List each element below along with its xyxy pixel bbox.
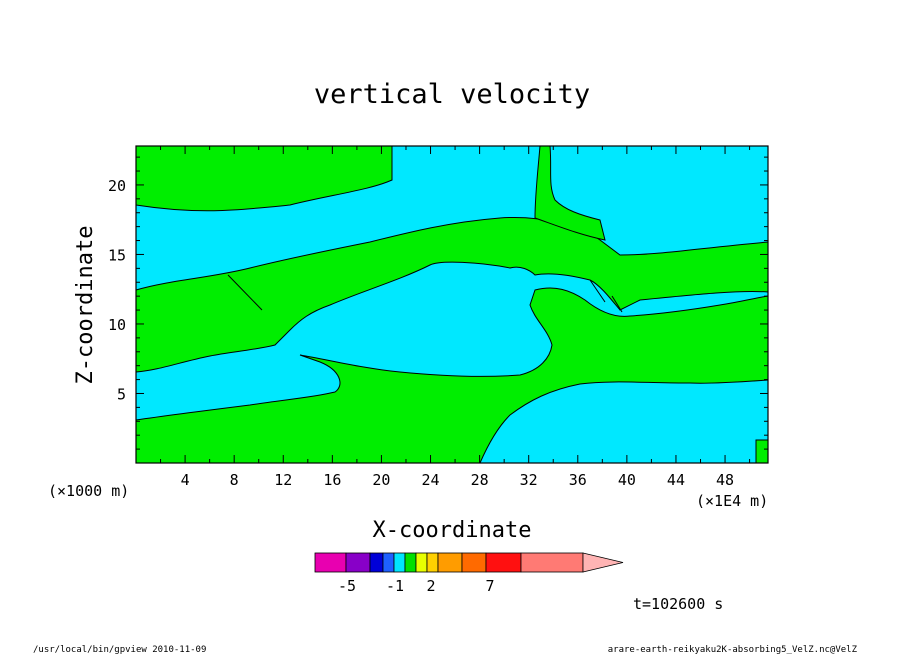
y-tick-label: 10 bbox=[108, 316, 126, 334]
positive-region bbox=[135, 145, 769, 464]
colorbar-labels: -5 -1 2 7 bbox=[338, 577, 495, 595]
y-tick-label: 15 bbox=[108, 246, 126, 264]
colorbar-swatch bbox=[314, 552, 347, 573]
time-label: t=102600 s bbox=[633, 595, 723, 613]
x-tick-label: 36 bbox=[569, 471, 587, 489]
x-tick-label: 12 bbox=[274, 471, 292, 489]
colorbar-swatch bbox=[404, 552, 417, 573]
x-tick-label: 8 bbox=[230, 471, 239, 489]
colorbar-swatch bbox=[461, 552, 487, 573]
contour-lines bbox=[227, 274, 623, 313]
x-unit-right-label: (×1E4 m) bbox=[696, 492, 768, 510]
x-tick-label: 20 bbox=[372, 471, 390, 489]
footer-right: arare-earth-reikyaku2K-absorbing5_VelZ.n… bbox=[608, 645, 858, 654]
x-tick-label: 16 bbox=[323, 471, 341, 489]
colorbar bbox=[314, 552, 624, 573]
y-tick-label: 20 bbox=[108, 177, 126, 195]
colorbar-swatch bbox=[393, 552, 406, 573]
colorbar-swatch bbox=[437, 552, 463, 573]
colorbar-swatch bbox=[415, 552, 428, 573]
colorbar-swatch bbox=[426, 552, 439, 573]
plot-frame bbox=[135, 145, 769, 464]
colorbar-label: 2 bbox=[426, 577, 435, 595]
colorbar-label: -1 bbox=[386, 577, 404, 595]
x-unit-left-label: (×1000 m) bbox=[48, 482, 129, 500]
x-tick-label: 28 bbox=[471, 471, 489, 489]
colorbar-swatch bbox=[369, 552, 384, 573]
chart-title: vertical velocity bbox=[314, 79, 590, 110]
x-tick-label: 48 bbox=[716, 471, 734, 489]
y-tick-label: 5 bbox=[117, 385, 126, 403]
colorbar-swatch bbox=[520, 552, 584, 573]
colorbar-label: 7 bbox=[485, 577, 494, 595]
colorbar-swatch bbox=[382, 552, 395, 573]
colorbar-swatch bbox=[485, 552, 522, 573]
x-tick-label: 4 bbox=[181, 471, 190, 489]
x-axis: 4 8 12 16 20 24 28 32 36 40 44 48 bbox=[160, 146, 751, 489]
x-tick-label: 32 bbox=[520, 471, 538, 489]
x-tick-label: 24 bbox=[421, 471, 439, 489]
y-axis: 5 10 15 20 bbox=[108, 156, 768, 450]
colorbar-label: -5 bbox=[338, 577, 356, 595]
x-tick-label: 40 bbox=[618, 471, 636, 489]
x-tick-label: 44 bbox=[667, 471, 685, 489]
colorbar-swatch bbox=[345, 552, 371, 573]
colorbar-arrow bbox=[582, 552, 624, 573]
y-axis-title: Z-coordinate bbox=[73, 226, 98, 385]
footer-left: /usr/local/bin/gpview 2010-11-09 bbox=[33, 645, 206, 654]
x-axis-title: X-coordinate bbox=[373, 518, 532, 543]
